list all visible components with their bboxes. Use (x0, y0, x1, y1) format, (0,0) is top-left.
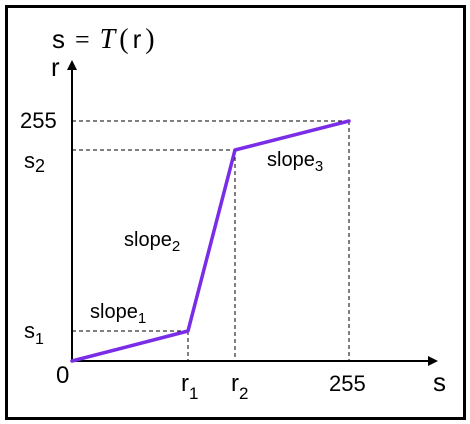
origin-label: 0 (56, 362, 69, 389)
slope3-sub: 3 (315, 158, 323, 175)
transformation-curve (70, 119, 351, 363)
slope2-base: slope (124, 229, 172, 251)
x-tick-r1: r1 (181, 370, 198, 403)
title-arg: r (133, 24, 142, 54)
guide-lines (72, 120, 350, 361)
x-tick-r2-sub: 2 (239, 384, 248, 403)
x-tick-r1-sub: 1 (189, 384, 198, 403)
vertical-axis-label: r (51, 52, 60, 82)
slope1-sub: 1 (138, 310, 146, 327)
y-tick-s1-sub: 1 (35, 331, 44, 348)
y-tick-255: 255 (20, 108, 57, 133)
title-lhs: s (52, 24, 65, 54)
x-tick-r2: r2 (231, 370, 248, 403)
figure-frame (5, 5, 466, 420)
slope2-label: slope2 (124, 229, 180, 255)
y-tick-s1: s1 (24, 318, 44, 348)
x-tick-255: 255 (329, 371, 366, 396)
title-close-paren: ) (145, 24, 154, 55)
horizontal-axis-label: s (433, 367, 446, 397)
slope1-label: slope1 (90, 301, 146, 327)
x-tick-r1-base: r (181, 370, 189, 397)
title-equation: s = T ( r ) (52, 24, 155, 55)
title-open-paren: ( (119, 24, 128, 55)
y-tick-s2-base: s (24, 148, 35, 173)
title-func: T (100, 24, 118, 55)
slope1-base: slope (90, 301, 138, 323)
title-equals: = (75, 25, 90, 54)
y-tick-s1-base: s (24, 318, 35, 343)
y-tick-s2-sub: 2 (35, 156, 45, 176)
slope3-label: slope3 (267, 149, 323, 175)
x-tick-r2-base: r (231, 370, 239, 397)
slope3-base: slope (267, 149, 315, 171)
slope2-sub: 2 (172, 238, 180, 255)
y-tick-s2: s2 (24, 148, 45, 176)
